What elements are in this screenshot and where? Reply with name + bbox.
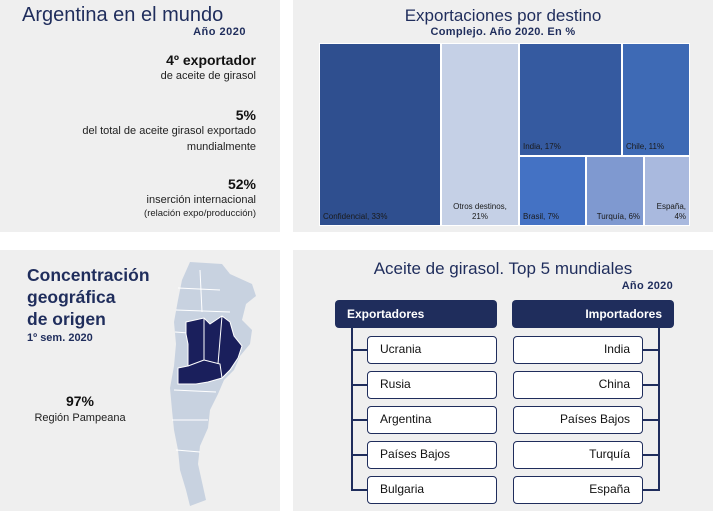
connector-branch: [643, 384, 659, 386]
treemap-label: Confidencial, 33%: [323, 212, 388, 221]
origin-title: Concentración geográfica de origen: [27, 264, 150, 330]
importers-header: Importadores: [512, 300, 674, 328]
stat-value: 4º exportador: [166, 52, 256, 68]
exports-panel: Exportaciones por destino Complejo. Año …: [293, 0, 713, 232]
exports-subtitle: Complejo. Año 2020. En %: [430, 26, 576, 38]
connector-branch: [643, 349, 659, 351]
origin-title-line: Concentración: [27, 265, 150, 285]
exports-title: Exportaciones por destino: [404, 6, 602, 25]
top5-panel: Aceite de girasol. Top 5 mundiales Año 2…: [293, 250, 713, 511]
treemap-label: Otros destinos, 21%: [453, 202, 507, 221]
connector-branch: [351, 384, 367, 386]
stat-note: (relación expo/producción): [144, 208, 256, 219]
treemap-label: Turquía, 6%: [596, 212, 640, 221]
connector-branch: [351, 419, 367, 421]
treemap-tile: Otros destinos, 21%: [441, 43, 519, 226]
treemap-tile: India, 17%: [519, 43, 622, 156]
connector-branch: [643, 419, 659, 421]
importer-item: Turquía: [513, 441, 643, 469]
origin-region: Región Pampeana: [34, 412, 126, 424]
stat-desc: de aceite de girasol: [160, 70, 256, 82]
treemap-tile: Turquía, 6%: [586, 156, 644, 226]
exports-treemap: Confidencial, 33% Otros destinos, 21% Indi…: [319, 43, 690, 226]
importers-connector: [658, 328, 660, 491]
exporters-header: Exportadores: [335, 300, 497, 328]
importer-item: China: [513, 371, 643, 399]
treemap-label: España, 4%: [656, 202, 686, 221]
stat-desc: inserción internacional: [146, 194, 256, 206]
connector-branch: [351, 489, 367, 491]
exporter-item: Bulgaria: [367, 476, 497, 504]
stat-desc: del total de aceite girasol exportado mu…: [82, 125, 256, 153]
exporter-item: Argentina: [367, 406, 497, 434]
treemap-tile: Chile, 11%: [622, 43, 690, 156]
top5-title: Aceite de girasol. Top 5 mundiales: [373, 259, 633, 278]
argentina-map-icon: [170, 262, 256, 506]
treemap-tile: Confidencial, 33%: [319, 43, 441, 226]
origin-pct: 97%: [65, 393, 95, 409]
origin-period: 1º sem. 2020: [27, 332, 93, 344]
origin-panel: Concentración geográfica de origen 1º se…: [0, 250, 280, 511]
world-panel: Argentina en el mundo Año 2020 4º export…: [0, 0, 280, 232]
importer-item: España: [513, 476, 643, 504]
treemap-label: India, 17%: [523, 142, 561, 151]
pampeana-region: [177, 315, 243, 385]
stat-value: 5%: [235, 107, 256, 123]
stat-exporter-rank: 4º exportador de aceite de girasol: [161, 52, 256, 84]
exporter-item: Ucrania: [367, 336, 497, 364]
top5-year: Año 2020: [621, 280, 673, 292]
world-year: Año 2020: [193, 26, 246, 38]
origin-title-line: de origen: [27, 309, 106, 329]
exporter-item: Rusia: [367, 371, 497, 399]
treemap-tile: España, 4%: [644, 156, 690, 226]
treemap-label: Brasil, 7%: [523, 212, 560, 221]
stat-value: 52%: [227, 176, 256, 192]
connector-branch: [643, 454, 659, 456]
stat-international: 52% inserción internacional (relación ex…: [144, 176, 256, 219]
importer-item: India: [513, 336, 643, 364]
importer-item: Países Bajos: [513, 406, 643, 434]
exporter-item: Países Bajos: [367, 441, 497, 469]
world-title: Argentina en el mundo: [22, 4, 224, 26]
connector-branch: [351, 454, 367, 456]
exporters-connector: [351, 328, 353, 491]
connector-branch: [351, 349, 367, 351]
stat-world-share: 5% del total de aceite girasol exportado…: [46, 107, 256, 155]
treemap-tile: Brasil, 7%: [519, 156, 586, 226]
treemap-label: Chile, 11%: [626, 142, 665, 151]
connector-branch: [643, 489, 659, 491]
origin-title-line: geográfica: [27, 287, 116, 307]
